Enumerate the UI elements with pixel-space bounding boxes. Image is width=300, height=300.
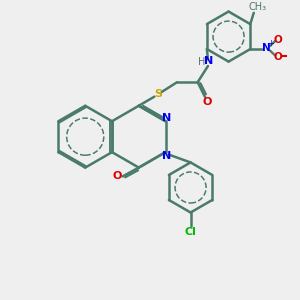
Text: O: O (273, 35, 282, 45)
Text: N: N (162, 151, 172, 161)
Text: N: N (262, 43, 271, 52)
Text: O: O (203, 97, 212, 107)
Text: O: O (273, 52, 282, 62)
Text: O: O (112, 171, 122, 182)
Text: N: N (204, 56, 214, 66)
Text: N: N (162, 113, 172, 123)
Text: S: S (154, 89, 162, 99)
Text: CH₃: CH₃ (248, 2, 267, 12)
Text: +: + (267, 39, 274, 48)
Text: Cl: Cl (184, 226, 196, 237)
Text: H: H (198, 58, 205, 68)
